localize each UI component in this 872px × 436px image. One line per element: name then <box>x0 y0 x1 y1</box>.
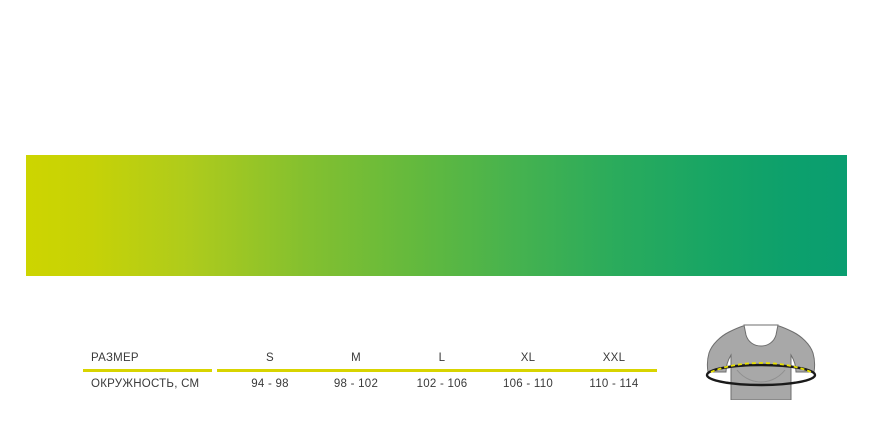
table-divider <box>83 369 657 372</box>
neck-skin <box>743 324 779 347</box>
table-header-size-s: S <box>266 351 274 364</box>
left-arm-skin <box>709 366 726 400</box>
divider-segment <box>217 369 657 372</box>
measuring-tape-icon <box>705 363 817 387</box>
table-header-size-xl: XL <box>520 351 536 364</box>
table-header-label: РАЗМЕР <box>91 351 139 364</box>
table-cell-circumference-m: 98 - 102 <box>333 377 379 390</box>
right-arm-skin <box>796 366 813 400</box>
torso-measurement-illustration <box>681 322 841 401</box>
divider-gap <box>212 369 217 372</box>
table-cell-circumference-xl: 106 - 110 <box>503 377 553 390</box>
table-header-size-m: M <box>351 351 361 364</box>
measuring-tape-dashes <box>710 362 812 373</box>
table-header-size-xxl: XXL <box>602 351 626 364</box>
table-row-header: РАЗМЕР S M L XL XXL <box>83 345 657 370</box>
table-cell-circumference-l: 102 - 106 <box>416 377 468 390</box>
table-header-size-l: L <box>438 351 446 364</box>
illustration-caption: Длина окружности грудной клетки. <box>686 405 838 415</box>
table-cell-circumference-xxl: 110 - 114 <box>589 377 639 390</box>
gradient-banner: РАЗМЕР S M L XL XXL ОКРУЖНОСТЬ, СМ 94 - … <box>26 155 847 415</box>
table-cell-circumference-s: 94 - 98 <box>251 377 289 390</box>
torso-icon <box>705 324 817 401</box>
chest-contour <box>736 369 786 383</box>
table-row-circumference: ОКРУЖНОСТЬ, СМ 94 - 98 98 - 102 102 - 10… <box>83 370 657 397</box>
divider-segment <box>83 369 212 372</box>
table-row-label-circumference: ОКРУЖНОСТЬ, СМ <box>91 377 200 390</box>
